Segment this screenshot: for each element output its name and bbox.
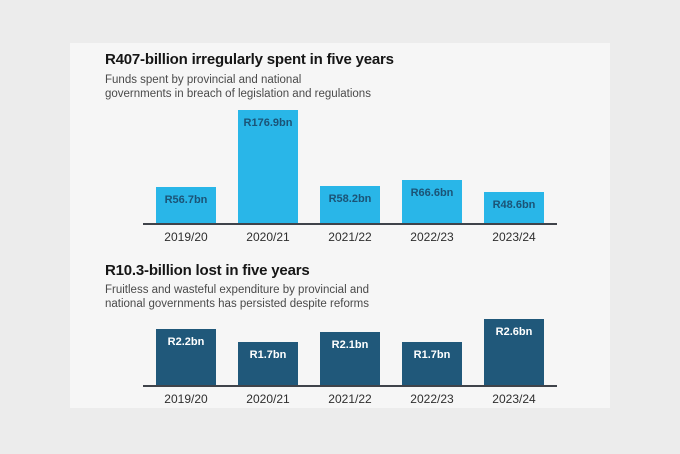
bar-value-label: R48.6bn — [492, 199, 536, 211]
x-axis-label: 2019/20 — [164, 392, 208, 406]
bar-2022-23: R1.7bn — [402, 342, 462, 385]
x-axis-label: 2023/24 — [492, 392, 536, 406]
bars: R2.2bn R1.7bn R2.1bn R1.7bn R2.6bn — [143, 319, 557, 385]
bar-value-label: R58.2bn — [328, 193, 372, 205]
x-axis-label: 2019/20 — [164, 230, 208, 244]
bar-2022-23: R66.6bn — [402, 180, 462, 223]
bar-value-label: R1.7bn — [249, 349, 287, 361]
irregular-expenditure-bar-chart: R56.7bn R176.9bn R58.2bn R66.6bn R48.6bn 201… — [143, 110, 557, 244]
x-axis-label: 2021/22 — [328, 230, 372, 244]
x-axis-line — [143, 223, 557, 225]
bar-value-label: R2.6bn — [495, 326, 533, 338]
fruitless-chart-title: R10.3-billion lost in five years — [105, 262, 310, 279]
x-axis-line — [143, 385, 557, 387]
x-axis-label: 2023/24 — [492, 230, 536, 244]
x-axis-label: 2021/22 — [328, 392, 372, 406]
x-axis-label: 2020/21 — [246, 230, 290, 244]
fruitless-expenditure-bar-chart: R2.2bn R1.7bn R2.1bn R1.7bn R2.6bn 2019/20 20… — [143, 319, 557, 406]
bar-2021-22: R58.2bn — [320, 186, 380, 223]
bar-2020-21: R1.7bn — [238, 342, 298, 385]
x-axis-labels: 2019/20 2020/21 2021/22 2022/23 2023/24 — [143, 230, 557, 244]
bar-2020-21: R176.9bn — [238, 110, 298, 223]
bar-2021-22: R2.1bn — [320, 332, 380, 385]
bar-value-label: R1.7bn — [413, 349, 451, 361]
irregular-chart-title: R407-billion irregularly spent in five y… — [105, 51, 394, 68]
bar-value-label: R2.1bn — [331, 339, 369, 351]
x-axis-label: 2020/21 — [246, 392, 290, 406]
x-axis-label: 2022/23 — [410, 392, 454, 406]
x-axis-label: 2022/23 — [410, 230, 454, 244]
x-axis-labels: 2019/20 2020/21 2021/22 2022/23 2023/24 — [143, 392, 557, 406]
bar-2019-20: R2.2bn — [156, 329, 216, 385]
bar-value-label: R2.2bn — [167, 336, 205, 348]
bars: R56.7bn R176.9bn R58.2bn R66.6bn R48.6bn — [143, 110, 557, 223]
fruitless-chart-subtitle: Fruitless and wasteful expenditure by pr… — [105, 284, 370, 310]
bar-value-label: R176.9bn — [243, 117, 293, 129]
bar-2023-24: R2.6bn — [484, 319, 544, 385]
irregular-chart-subtitle: Funds spent by provincial and national g… — [105, 74, 371, 100]
bar-value-label: R56.7bn — [164, 194, 208, 206]
bar-2019-20: R56.7bn — [156, 187, 216, 223]
bar-value-label: R66.6bn — [410, 187, 454, 199]
bar-2023-24: R48.6bn — [484, 192, 544, 223]
infographic-card: R407-billion irregularly spent in five y… — [70, 43, 610, 408]
